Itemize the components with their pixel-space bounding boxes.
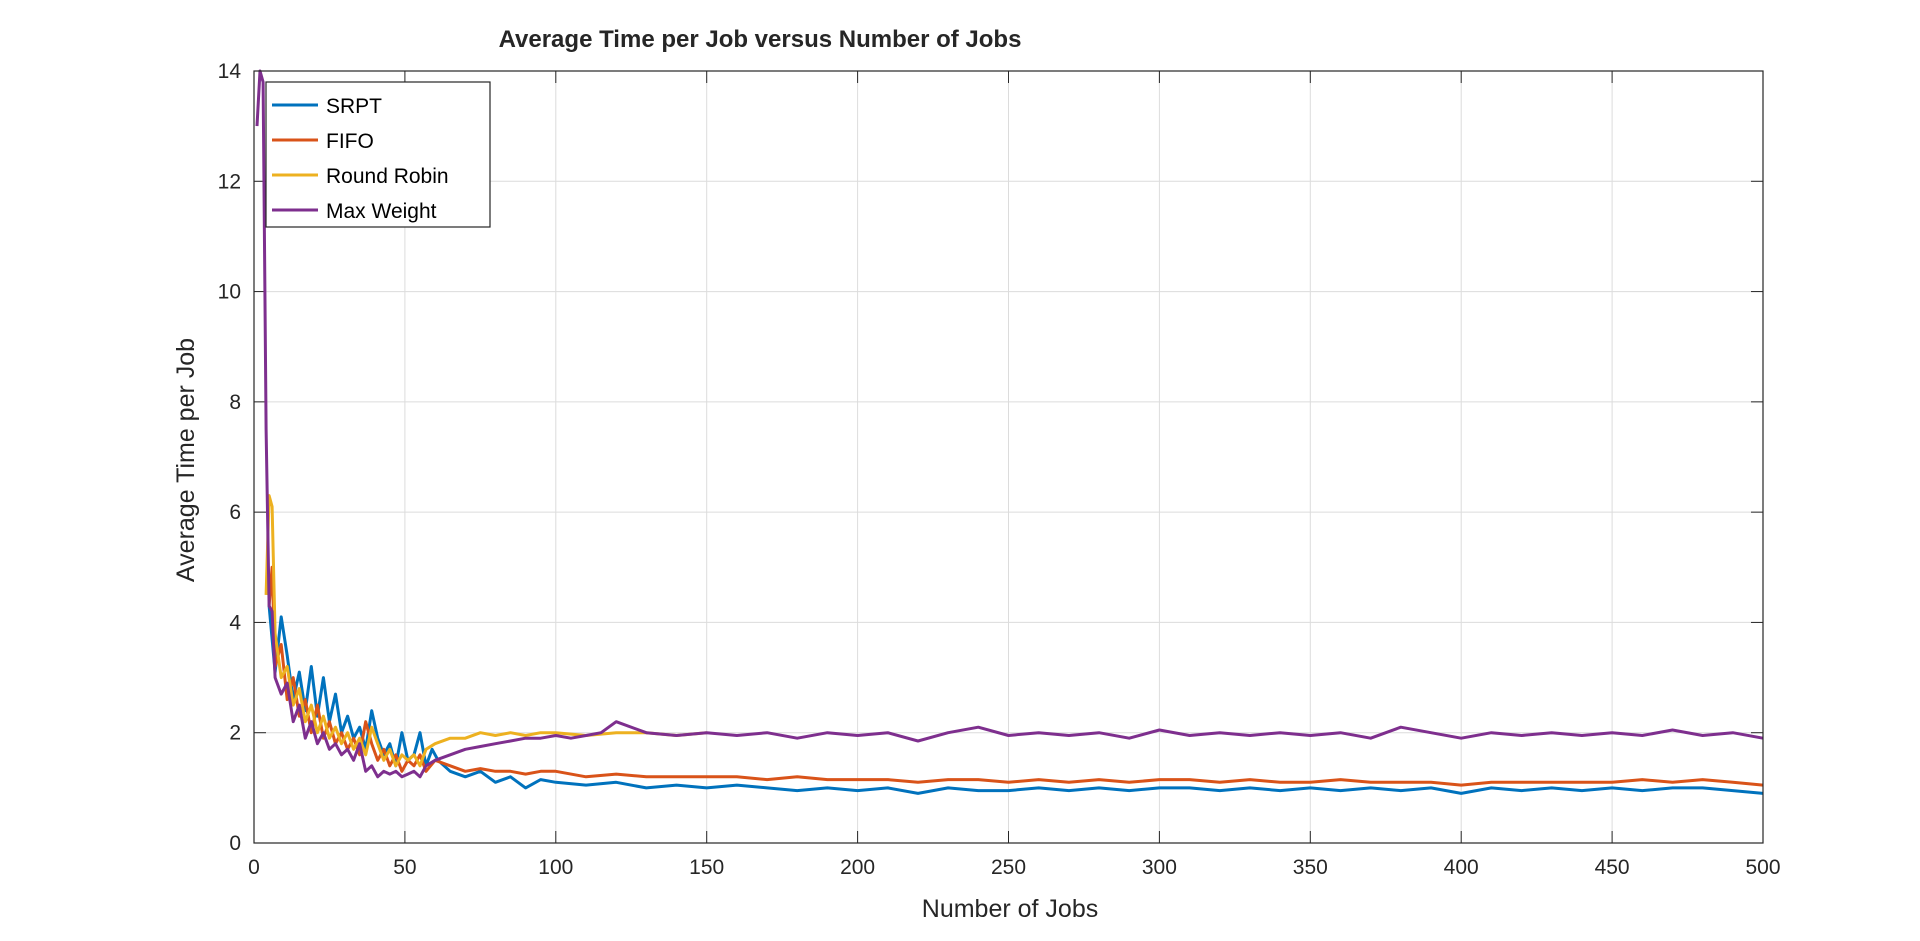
series-line-max-weight — [255, 69, 1764, 779]
y-axis-label: Average Time per Job — [172, 338, 200, 582]
legend-label-max-weight: Max Weight — [326, 200, 437, 223]
y-tick-label: 12 — [218, 170, 241, 193]
plot-frame — [253, 70, 1764, 844]
chart-title: Average Time per Job versus Number of Jo… — [499, 26, 1022, 53]
x-tick-label: 400 — [1444, 856, 1479, 879]
y-tick-label: 8 — [229, 391, 241, 414]
legend: SRPT FIFO Round Robin Max Weight — [265, 81, 491, 228]
x-tick-label: 0 — [248, 856, 260, 879]
y-tick-label: 0 — [229, 832, 241, 855]
x-tick-label: 150 — [689, 856, 724, 879]
y-tick-label: 2 — [229, 722, 241, 745]
series-line-srpt — [267, 605, 1764, 795]
legend-label-fifo: FIFO — [326, 130, 374, 153]
x-tick-label: 200 — [840, 856, 875, 879]
series-group — [255, 69, 1764, 795]
y-tick-label: 10 — [218, 281, 241, 304]
x-tick-label: 300 — [1142, 856, 1177, 879]
x-tick-label: 100 — [538, 856, 573, 879]
x-axis-label: Number of Jobs — [922, 895, 1098, 923]
legend-label-round-robin: Round Robin — [326, 165, 449, 188]
x-tick-label: 50 — [393, 856, 416, 879]
y-tick-label: 14 — [218, 60, 242, 83]
x-tick-label: 500 — [1745, 856, 1780, 879]
x-tick-label: 250 — [991, 856, 1026, 879]
legend-label-srpt: SRPT — [326, 95, 382, 118]
series-line-round-robin — [264, 494, 707, 768]
y-tick-label: 4 — [229, 611, 241, 634]
x-tick-label: 450 — [1595, 856, 1630, 879]
x-tick-label: 350 — [1293, 856, 1328, 879]
y-tick-label: 6 — [229, 501, 241, 524]
